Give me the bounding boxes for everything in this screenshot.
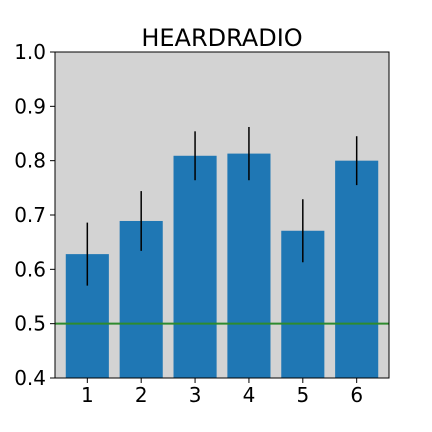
x-tick-label-5: 5 [296,383,309,407]
x-axis: 1 2 3 4 5 6 [81,378,363,407]
chart-title: HEARDRADIO [141,24,302,52]
x-tick-label-4: 4 [243,383,256,407]
y-tick-label-1: 0.5 [14,312,46,336]
y-tick-label-6: 1.0 [14,40,46,64]
y-axis: 0.4 0.5 0.6 0.7 0.8 0.9 1.0 [14,40,55,390]
x-tick-label-3: 3 [189,383,202,407]
y-tick-label-0: 0.4 [14,366,46,390]
x-tick-label-2: 2 [135,383,148,407]
y-tick-label-3: 0.7 [14,203,46,227]
y-tick-label-5: 0.9 [14,94,46,118]
error-bars-layer [86,126,358,286]
y-tick-label-4: 0.8 [14,149,46,173]
x-tick-label-6: 6 [350,383,363,407]
y-tick-label-2: 0.6 [14,257,46,281]
bar-4 [227,153,271,378]
x-tick-label-1: 1 [81,383,94,407]
bar-6 [335,160,379,378]
bar-3 [173,155,217,378]
